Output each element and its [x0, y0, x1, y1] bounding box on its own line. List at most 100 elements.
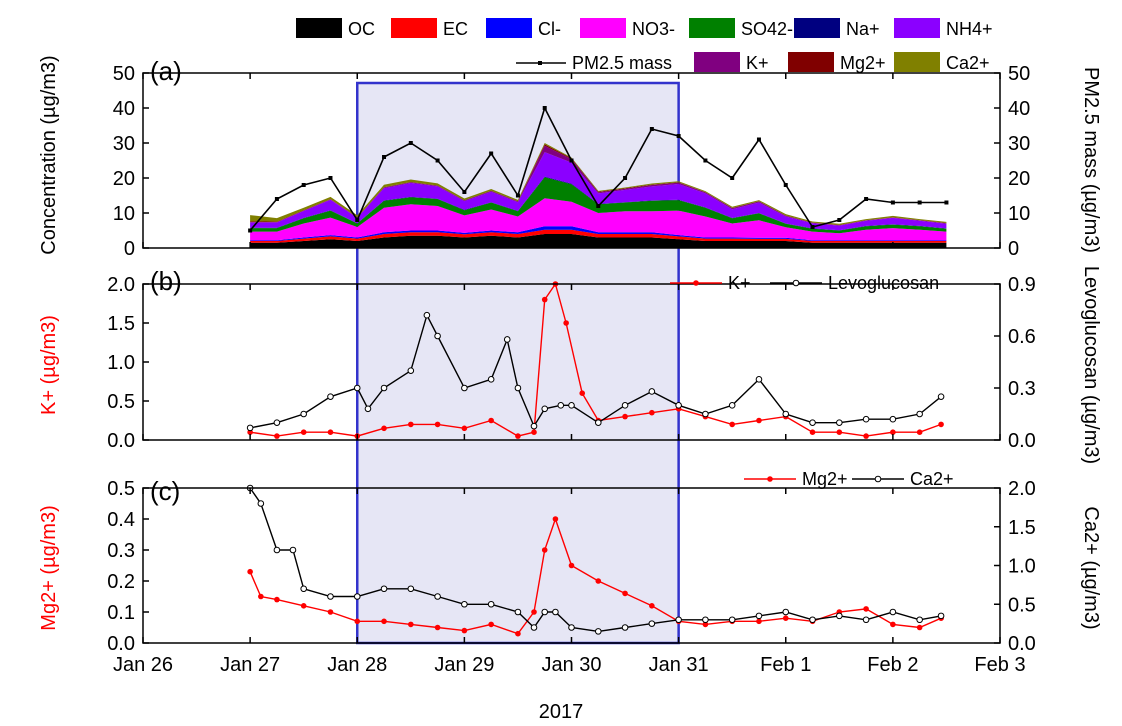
point-p2-s1 [434, 593, 441, 600]
pm25-point [328, 176, 333, 180]
legend-mg-label: Mg2+ [802, 469, 848, 489]
pm25-point [301, 183, 306, 187]
pm25-point [837, 218, 842, 222]
point-p1-s1 [541, 405, 549, 413]
point-p1-s1 [648, 388, 656, 395]
point-p1-s0 [836, 429, 843, 436]
ytick-label-left: 1.5 [107, 313, 135, 335]
legend-k-swatch [694, 52, 740, 72]
point-p1-s1 [353, 384, 361, 392]
panel-label-b: (b) [150, 266, 182, 296]
ytick-label-left: 10 [113, 203, 135, 225]
pm25-point [408, 141, 413, 145]
ytick-label-left: 2.0 [107, 274, 135, 296]
point-p2-s1 [836, 612, 843, 620]
point-p2-s0 [258, 593, 264, 600]
legend-pm25-label: PM2.5 mass [572, 53, 672, 73]
pm25-point [248, 228, 253, 233]
point-p1-s1 [916, 410, 923, 418]
ytick-label-left: 0.1 [107, 602, 135, 624]
legend-cl-label: Cl- [538, 19, 561, 39]
xtick-label: Jan 30 [541, 654, 601, 676]
ytick-label-left: 0.4 [107, 509, 135, 531]
point-p1-s0 [515, 433, 521, 439]
panel-label-a: (a) [150, 56, 182, 86]
point-p1-s1 [889, 415, 897, 423]
point-p1-s0 [408, 421, 414, 428]
point-p1-s1 [514, 384, 522, 392]
ytick-label-left: 40 [113, 98, 135, 120]
ytick-label-right: 0.9 [1008, 274, 1036, 296]
point-p2-s1 [380, 585, 388, 593]
point-p1-s1 [568, 402, 575, 409]
legend-nh4-label: NH4+ [946, 19, 993, 39]
pm25-point [890, 200, 895, 205]
point-p2-s1 [353, 593, 361, 600]
point-p1-s1 [273, 419, 281, 426]
xtick-label: Jan 31 [649, 654, 709, 676]
point-p2-s1 [937, 612, 945, 620]
point-p2-s1 [728, 616, 736, 624]
pm25-point [864, 197, 869, 201]
point-p2-s0 [381, 618, 387, 625]
xtick-label: Jan 26 [113, 654, 173, 676]
point-p2-s0 [702, 621, 709, 628]
ylabel-right-c: Ca2+ (µg/m3) [1080, 506, 1102, 629]
legend-k-label: K+ [746, 53, 769, 73]
point-p1-s1 [557, 402, 565, 409]
xtick-label: Feb 1 [760, 654, 811, 676]
ytick-label-right: 0.6 [1008, 326, 1036, 348]
legend-oc-swatch [296, 18, 342, 38]
point-p2-s0 [568, 562, 575, 569]
point-p2-s1 [675, 616, 682, 624]
pm25-point [730, 176, 735, 180]
point-p2-s0 [863, 606, 869, 612]
point-p2-s1 [568, 624, 575, 631]
pm25-point [355, 218, 360, 222]
point-p1-s1 [300, 410, 307, 418]
ylabel-left-a: Concentration (µg/m3) [38, 55, 60, 254]
ytick-label-right: 30 [1008, 133, 1030, 155]
legend-ec-swatch [391, 18, 437, 38]
point-p2-s0 [434, 624, 441, 631]
point-p1-s1 [782, 410, 790, 418]
ylabel-right-c-text: Ca2+ (µg/m3) [1080, 506, 1102, 629]
area-ec [250, 229, 947, 243]
point-p2-s0 [890, 621, 896, 628]
legend-na-label: Na+ [846, 19, 880, 39]
point-p1-s0 [890, 429, 896, 436]
point-p2-s0 [247, 568, 253, 575]
ylabel-left-b: K+ (µg/m3) [38, 315, 60, 415]
ytick-label-right: 0.3 [1008, 378, 1036, 400]
point-p2-s0 [327, 609, 334, 615]
point-p1-s0 [809, 429, 816, 436]
point-p2-s1 [621, 624, 629, 631]
point-p2-s0 [274, 596, 280, 603]
point-p1-s0 [531, 429, 537, 436]
point-p2-s1 [889, 608, 897, 616]
ytick-label-left: 1.0 [107, 352, 135, 374]
point-p2-s0 [916, 624, 923, 631]
point-p2-s1 [755, 612, 763, 620]
point-p2-s1 [289, 546, 297, 554]
point-p1-s1 [423, 311, 431, 319]
pm25-point [489, 151, 494, 156]
point-p1-s1 [407, 367, 415, 374]
ytick-label-left: 30 [113, 133, 135, 155]
point-p2-s1 [327, 593, 334, 600]
point-p2-s1 [461, 600, 468, 608]
ytick-label-right: 40 [1008, 98, 1030, 120]
ylabel-right-b: Levoglucosan (µg/m3) [1080, 266, 1102, 464]
legend: OC EC Cl- NO3- SO42- Na+ NH4+ PM2.5 mass K+ Mg2+ C… [296, 18, 993, 489]
ylabel-right-a-text: PM2.5 mass (µg/m3) [1080, 67, 1102, 253]
ylabel-left-c: Mg2+ (µg/m3) [38, 505, 60, 630]
ylabel-right-b-text: Levoglucosan (µg/m3) [1080, 266, 1102, 464]
point-p2-s0 [354, 618, 361, 625]
point-p2-s0 [541, 547, 548, 553]
point-p2-s1 [300, 585, 307, 593]
point-p2-s1 [648, 620, 656, 627]
area-ca [250, 143, 947, 225]
legend-mg-swatch [788, 52, 834, 72]
ytick-label-left: 0.5 [107, 391, 135, 413]
point-p2-s1 [916, 616, 923, 624]
